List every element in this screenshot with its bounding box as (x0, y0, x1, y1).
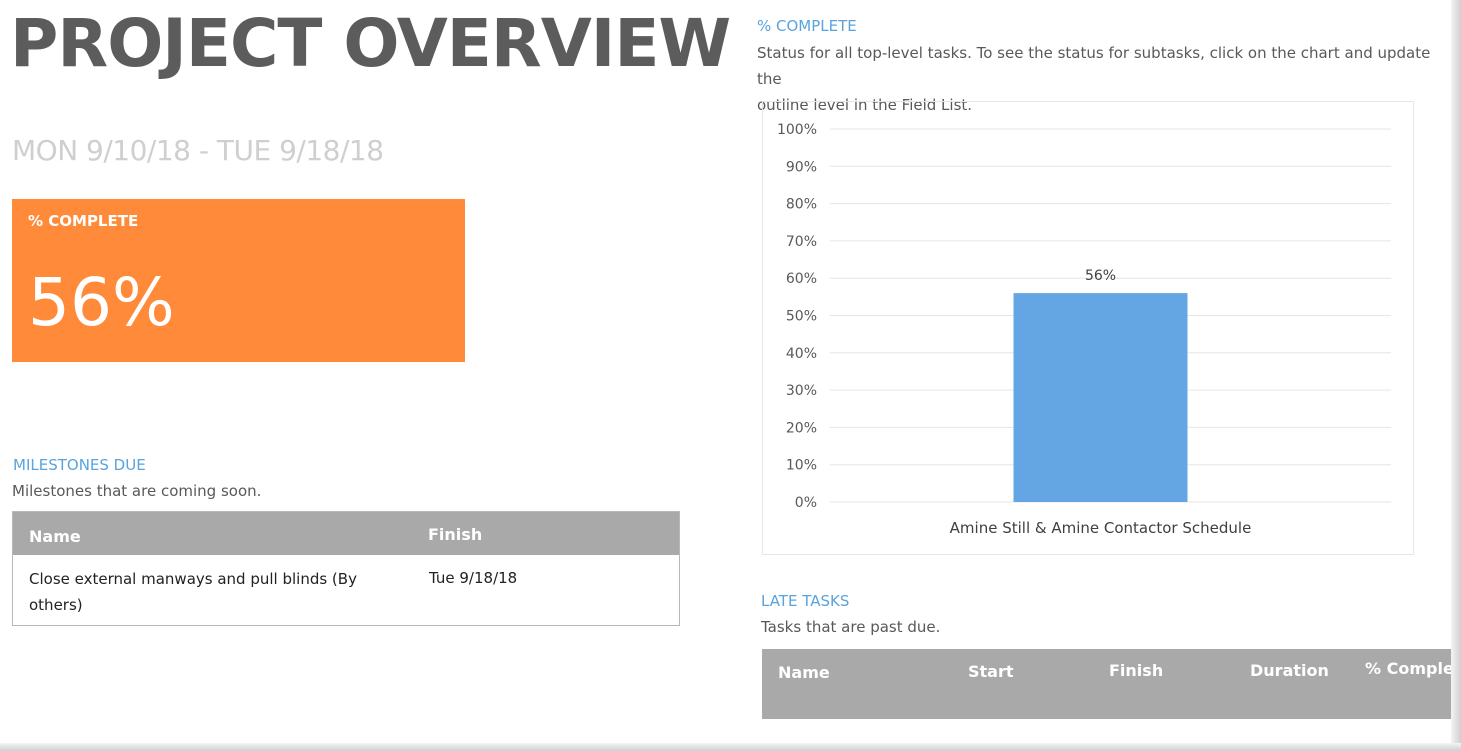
y-tick-label: 90% (786, 159, 817, 175)
y-tick-label: 70% (786, 234, 817, 250)
y-tick-label: 100% (777, 122, 817, 138)
column-header-finish[interactable]: Finish (428, 525, 483, 544)
chart-description: Status for all top-level tasks. To see t… (757, 40, 1457, 118)
milestone-finish: Tue 9/18/18 (429, 569, 518, 587)
late-tasks-table[interactable]: Name Start Finish Duration % Complete (762, 649, 1461, 719)
data-label: 56% (1085, 268, 1116, 284)
y-tick-label: 50% (786, 309, 817, 325)
y-tick-label: 40% (786, 346, 817, 362)
window-edge-bottom (0, 743, 1461, 751)
late-tasks-subtitle: Tasks that are past due. (761, 618, 941, 636)
y-tick-label: 60% (786, 271, 817, 287)
column-header-start[interactable]: Start (968, 662, 1014, 681)
chart-title: % COMPLETE (757, 17, 857, 35)
y-tick-label: 20% (786, 420, 817, 436)
column-header-name[interactable]: Name (29, 527, 81, 546)
date-range: MON 9/10/18 - TUE 9/18/18 (12, 134, 384, 167)
late-tasks-title: LATE TASKS (761, 592, 850, 610)
y-tick-label: 30% (786, 383, 817, 399)
tile-value: 56% (28, 264, 175, 341)
milestone-name: Close external manways and pull blinds (… (29, 570, 357, 588)
window-edge-right (1451, 0, 1461, 751)
y-tick-label: 0% (795, 495, 817, 511)
y-tick-label: 80% (786, 197, 817, 213)
percent-complete-tile[interactable]: % COMPLETE 56% (12, 199, 465, 362)
x-category-label: Amine Still & Amine Contactor Schedule (950, 519, 1252, 537)
milestone-name-cont: others) (29, 596, 83, 614)
bar[interactable] (1013, 293, 1188, 502)
page-title: PROJECT OVERVIEW (10, 5, 731, 82)
column-header-finish[interactable]: Finish (1109, 661, 1164, 680)
chart-description-line-2: outline level in the Field List. (757, 96, 973, 114)
chart-svg[interactable]: 0% 10% 20% 30% 40% 50% 60% 70% 80% 90% 100% 56% Amin… (763, 102, 1413, 554)
column-header-percent-complete[interactable]: % Complete (1365, 659, 1461, 678)
milestones-title: MILESTONES DUE (13, 456, 146, 474)
chart-description-line-1: Status for all top-level tasks. To see t… (757, 44, 1431, 88)
column-header-duration[interactable]: Duration (1250, 661, 1329, 680)
milestones-subtitle: Milestones that are coming soon. (12, 482, 262, 500)
milestones-table[interactable]: Name Finish Close external manways and p… (12, 511, 680, 626)
tile-label: % COMPLETE (28, 212, 139, 230)
table-header: Name Finish (13, 512, 679, 555)
y-tick-label: 10% (786, 458, 817, 474)
column-header-name[interactable]: Name (778, 663, 830, 682)
percent-complete-chart[interactable]: 0% 10% 20% 30% 40% 50% 60% 70% 80% 90% 100% 56% Amin… (762, 101, 1414, 555)
